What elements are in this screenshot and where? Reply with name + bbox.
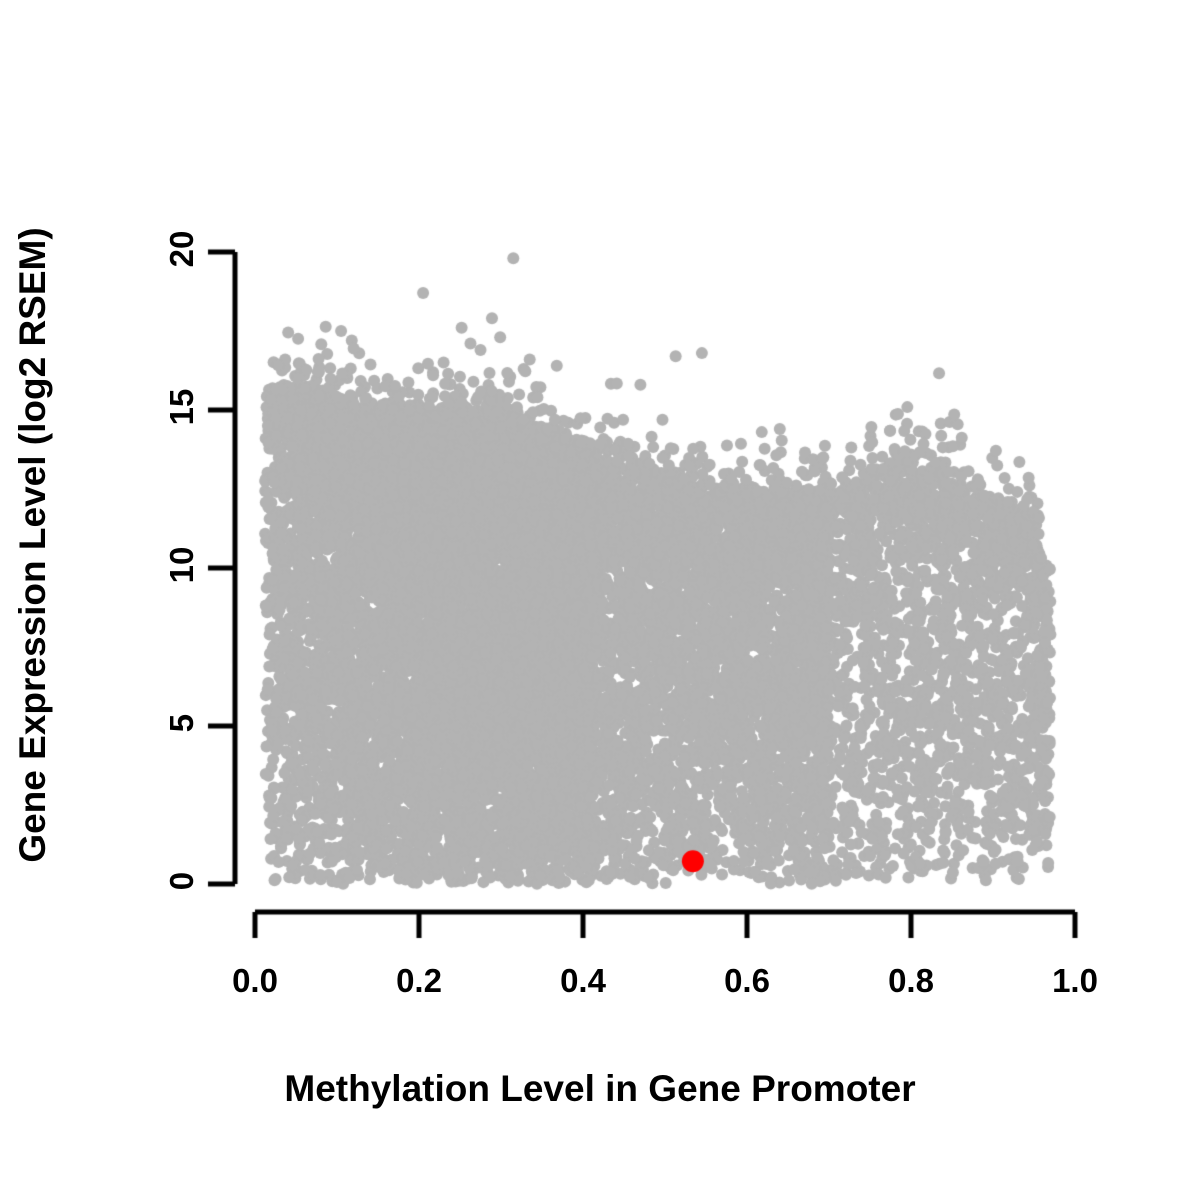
x-tick-label: 1.0 (1052, 962, 1098, 999)
y-tick-label: 5 (163, 713, 200, 733)
y-tick-label: 15 (163, 388, 200, 426)
y-tick-label: 0 (163, 871, 200, 891)
x-tick-label: 0.2 (396, 962, 442, 999)
x-tick-label: 0.4 (560, 962, 606, 999)
y-tick-label: 10 (163, 546, 200, 584)
x-tick-label: 0.0 (232, 962, 278, 999)
x-tick-label: 0.6 (724, 962, 770, 999)
x-axis-title: Methylation Level in Gene Promoter (284, 1068, 916, 1109)
y-tick-label: 20 (163, 230, 200, 268)
x-tick-label: 0.8 (888, 962, 934, 999)
y-axis-title: Gene Expression Level (log2 RSEM) (12, 227, 53, 863)
